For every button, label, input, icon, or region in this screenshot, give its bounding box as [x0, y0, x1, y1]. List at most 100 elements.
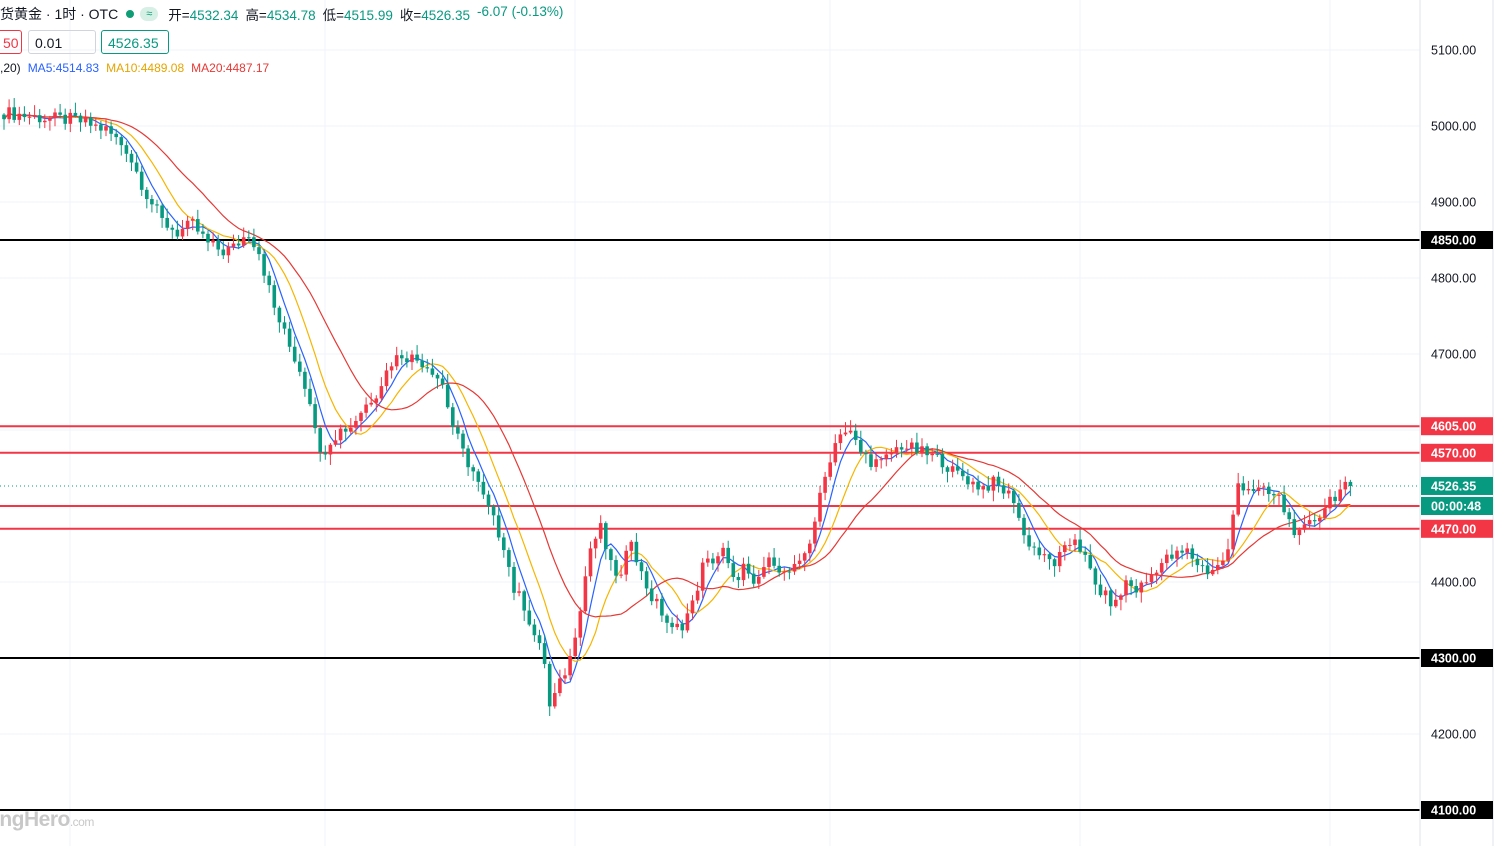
candle-body	[721, 547, 725, 557]
candle-body	[359, 412, 363, 421]
candle-body	[1267, 486, 1271, 495]
candle-body	[502, 537, 506, 551]
ohlc-item: 低=4515.99	[322, 8, 393, 23]
candle-body	[1098, 584, 1103, 596]
countdown-label: 00:00:48	[1431, 499, 1481, 513]
candle-body	[430, 368, 435, 375]
candle-body	[425, 367, 430, 369]
ma10-line	[3, 112, 1351, 663]
candle-body	[828, 462, 832, 477]
candle-body	[1195, 558, 1200, 566]
candle-body	[1256, 487, 1261, 492]
candle-body	[1119, 595, 1123, 600]
candle-body	[899, 447, 904, 450]
candle-body	[889, 452, 894, 455]
candle-body	[180, 228, 185, 237]
candle-body	[782, 571, 787, 573]
candle-body	[818, 492, 822, 522]
candle-body	[604, 523, 608, 550]
candle-body	[777, 565, 781, 573]
candle-body	[1175, 550, 1179, 559]
candle-body	[1047, 554, 1052, 560]
candle-body	[588, 548, 593, 577]
level-price-label: 4570.00	[1431, 446, 1476, 460]
candle-body	[1159, 563, 1164, 573]
candle-body	[1088, 554, 1093, 569]
candle-body	[670, 622, 674, 628]
candle-body	[1236, 483, 1240, 515]
candle-body	[461, 433, 465, 449]
candle-body	[1190, 548, 1195, 559]
candle-body	[313, 404, 317, 429]
candle-body	[930, 453, 934, 456]
candle-body	[1093, 568, 1098, 585]
price-axis[interactable]: 5100.00 5000.00 4900.00 4800.00 4700.00 4400.…	[1419, 0, 1494, 846]
candle-body	[405, 358, 409, 363]
candle-body	[1246, 488, 1251, 491]
candle-body	[420, 360, 424, 368]
candle-body	[53, 112, 57, 119]
level-price-label-bg	[1421, 443, 1493, 462]
candle-body	[1170, 554, 1174, 559]
quantity-input[interactable]: 0.01	[28, 30, 96, 54]
candle-body	[1032, 546, 1036, 548]
symbol-header: 货黄金 · 1时 · OTC ≈ 开=4532.34 高=4534.78 低=451…	[0, 4, 563, 24]
candle-body	[751, 573, 756, 584]
candle-body	[134, 162, 139, 172]
candle-body	[165, 217, 169, 228]
level-price-label: 4100.00	[1431, 804, 1476, 818]
candle-body	[481, 481, 486, 495]
candle-body	[655, 598, 659, 602]
candle-body	[853, 430, 858, 440]
ma-legend: ,20) MA5:4514.83 MA10:4489.08 MA20:4487.…	[0, 61, 269, 75]
candle-body	[1052, 559, 1057, 567]
candle-body	[272, 285, 277, 308]
candle-body	[1027, 535, 1031, 547]
y-tick-label: 5000.00	[1431, 120, 1476, 134]
candle-body	[1017, 503, 1021, 518]
level-price-label: 4605.00	[1431, 420, 1476, 434]
candle-body	[619, 574, 623, 576]
candle-body	[231, 243, 236, 247]
candle-body	[206, 233, 210, 243]
candle-body	[410, 354, 414, 363]
candle-body	[706, 558, 710, 563]
candles	[2, 98, 1353, 717]
buy-button[interactable]: 4526.35	[101, 30, 169, 54]
candle-body	[394, 355, 399, 367]
candle-body	[43, 120, 47, 123]
candle-body	[527, 610, 532, 625]
level-price-label: 4850.00	[1431, 234, 1476, 248]
symbol-title[interactable]: 货黄金 · 1时 · OTC	[0, 6, 119, 22]
candle-body	[323, 452, 328, 455]
candle-body	[99, 124, 103, 131]
candle-body	[1114, 599, 1118, 607]
candle-body	[1343, 481, 1348, 490]
candle-body	[364, 404, 368, 413]
ma20-line	[3, 112, 1351, 618]
candle-body	[700, 562, 705, 591]
candle-body	[1057, 552, 1062, 567]
candle-body	[1261, 486, 1266, 488]
candle-body	[185, 220, 190, 229]
candle-body	[1302, 524, 1307, 530]
candle-body	[966, 476, 970, 485]
candle-body	[190, 219, 195, 221]
sell-button[interactable]: 50	[0, 30, 22, 54]
last-price-label-bg	[1421, 476, 1493, 495]
candle-body	[389, 366, 394, 371]
y-tick-label: 4900.00	[1431, 196, 1476, 210]
candle-body	[542, 643, 547, 664]
watermark-text: ingHero	[0, 808, 70, 831]
level-price-label-bg	[1421, 649, 1493, 667]
candle-body	[1124, 580, 1128, 596]
candle-body	[950, 466, 955, 472]
candle-body	[88, 117, 93, 126]
candle-body	[1226, 549, 1230, 561]
candle-body	[1129, 580, 1133, 586]
candle-body	[507, 550, 511, 567]
candle-body	[491, 506, 496, 516]
candle-body	[445, 384, 450, 408]
candle-body	[996, 476, 1001, 486]
